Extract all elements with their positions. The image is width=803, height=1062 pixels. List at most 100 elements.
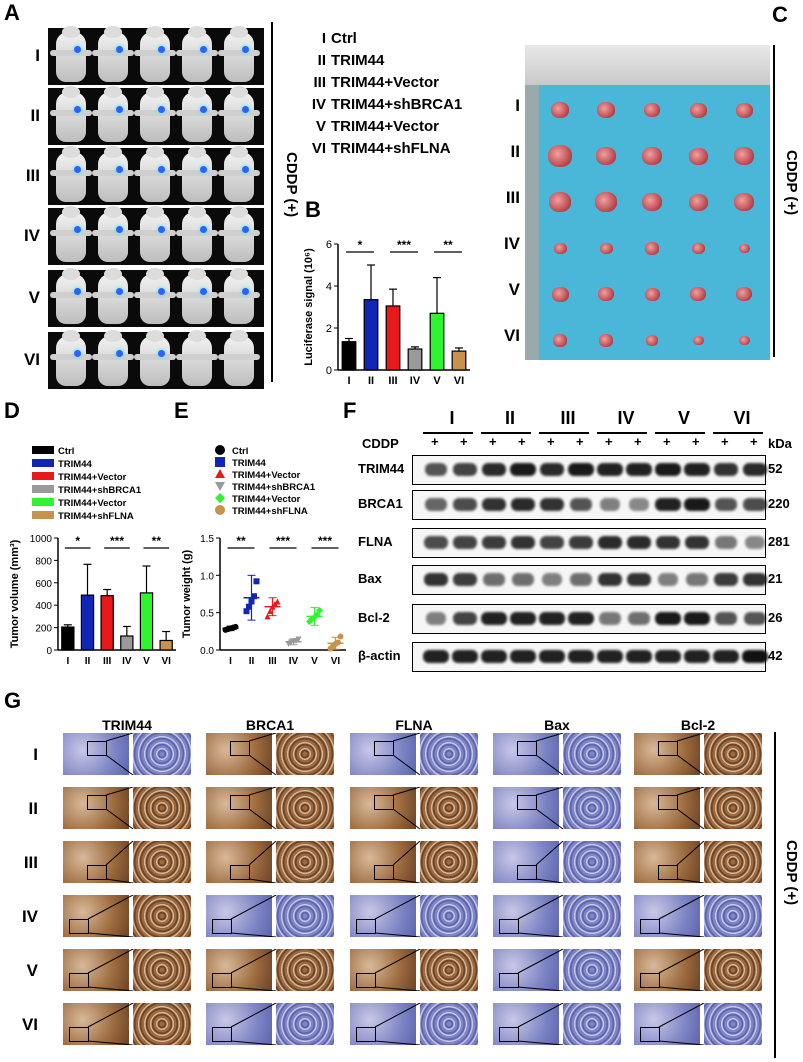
legend-marker: [215, 493, 225, 503]
ihc-image: [493, 733, 621, 775]
zoom-lines: [230, 895, 277, 937]
blot-band: [539, 498, 565, 511]
legend-swatch: [32, 498, 54, 506]
cddp-plus: +: [518, 434, 526, 449]
bar-III: [385, 305, 401, 371]
cddp-plus: +: [663, 434, 671, 449]
blot-strip: [412, 455, 768, 485]
blot-band: [655, 498, 681, 511]
cddp-plus: +: [489, 434, 497, 449]
ihc-image: [493, 895, 621, 937]
zoom-lines: [392, 841, 421, 883]
zoom-lines: [535, 787, 564, 829]
blot-band: [714, 498, 738, 511]
ihc-high-mag: [420, 841, 478, 883]
mouse: [134, 330, 176, 386]
ihc-low-mag: [206, 949, 272, 991]
ihc-low-mag: [206, 787, 272, 829]
ihc-zoom-box: [374, 865, 394, 880]
zoom-lines: [248, 733, 277, 775]
bar-VI: [451, 350, 467, 371]
ihc-low-mag: [634, 841, 700, 883]
ihc-image: [63, 949, 191, 991]
zoom-lines: [374, 1003, 421, 1045]
significance-marker: **: [443, 238, 453, 252]
blot-band: [597, 463, 623, 476]
tumor: [645, 242, 659, 255]
blot-band: [510, 498, 536, 511]
ihc-image: [63, 733, 191, 775]
blot-row-label: Bcl-2: [358, 610, 390, 625]
ihc-zoom-box: [87, 865, 107, 880]
bar-II: [80, 594, 95, 651]
luciferase-spot: [242, 226, 249, 233]
blot-band: [597, 536, 623, 549]
ihc-zoom-box: [640, 973, 660, 988]
legend-number: V: [315, 118, 326, 135]
significance-marker: *: [75, 534, 80, 548]
bar-IV: [407, 348, 423, 371]
blot-band: [453, 463, 477, 476]
blot-band: [742, 573, 768, 586]
x-tick-label: III: [388, 375, 397, 387]
y-tick-label: 0.5: [200, 609, 214, 620]
ihc-zoom-box: [87, 795, 107, 810]
blot-band: [425, 612, 447, 625]
ihc-high-mag: [704, 949, 762, 991]
data-point-III: [267, 608, 273, 615]
zoom-lines: [87, 949, 134, 991]
blot-band: [597, 650, 623, 663]
ihc-low-mag: [493, 841, 559, 883]
ihc-high-mag: [563, 895, 621, 937]
kda-marker: 281: [768, 534, 790, 549]
blot-band: [453, 573, 477, 586]
mouse: [134, 146, 176, 202]
zoom-lines: [535, 733, 564, 775]
ihc-image: [634, 895, 762, 937]
blot-group-label: V: [677, 408, 690, 428]
mouse: [218, 26, 260, 82]
blot-band: [481, 650, 507, 663]
bar-IV: [120, 635, 134, 651]
cddp-plus: +: [634, 434, 642, 449]
blot-band: [684, 650, 710, 663]
ihc-low-mag: [350, 733, 416, 775]
ihc-row-label: V: [26, 961, 38, 980]
ihc-low-mag: [63, 895, 129, 937]
x-tick-label: V: [433, 375, 441, 387]
bar-I: [341, 341, 357, 371]
ihc-zoom-box: [356, 1027, 376, 1042]
mouse: [50, 146, 92, 202]
tumor: [734, 193, 754, 211]
ihc-low-mag: [634, 733, 700, 775]
kda-marker: 21: [768, 571, 783, 586]
tumor: [734, 147, 754, 165]
x-tick-label: III: [103, 656, 112, 667]
panel-c-row-label: V: [508, 280, 520, 299]
zoom-lines: [517, 949, 564, 991]
ihc-image: [493, 841, 621, 883]
mouse: [176, 206, 218, 262]
blot-group-line: [597, 432, 647, 434]
luciferase-spot: [200, 46, 207, 53]
legend-marker: [215, 445, 225, 455]
legend-label: Ctrl: [58, 446, 74, 457]
zoom-lines: [105, 841, 134, 883]
ihc-column-label: BRCA1: [245, 717, 295, 733]
tumor: [551, 286, 569, 302]
blot-band: [743, 612, 767, 625]
panel-a-row-label: I: [35, 46, 40, 65]
data-point-III: [274, 598, 281, 605]
x-tick-label: VI: [161, 656, 171, 667]
panel-a-row-label: II: [30, 106, 40, 125]
y-tick-label: 200: [35, 624, 52, 635]
tumor: [597, 102, 615, 119]
legend-number: IV: [311, 96, 326, 113]
tumor: [599, 242, 613, 255]
blot-band: [423, 650, 449, 663]
mouse: [50, 330, 92, 386]
luciferase-spot: [158, 226, 165, 233]
luciferase-spot: [200, 106, 207, 113]
legend-label: TRIM44+shBRCA1: [58, 485, 142, 496]
ihc-low-mag: [206, 1003, 272, 1045]
